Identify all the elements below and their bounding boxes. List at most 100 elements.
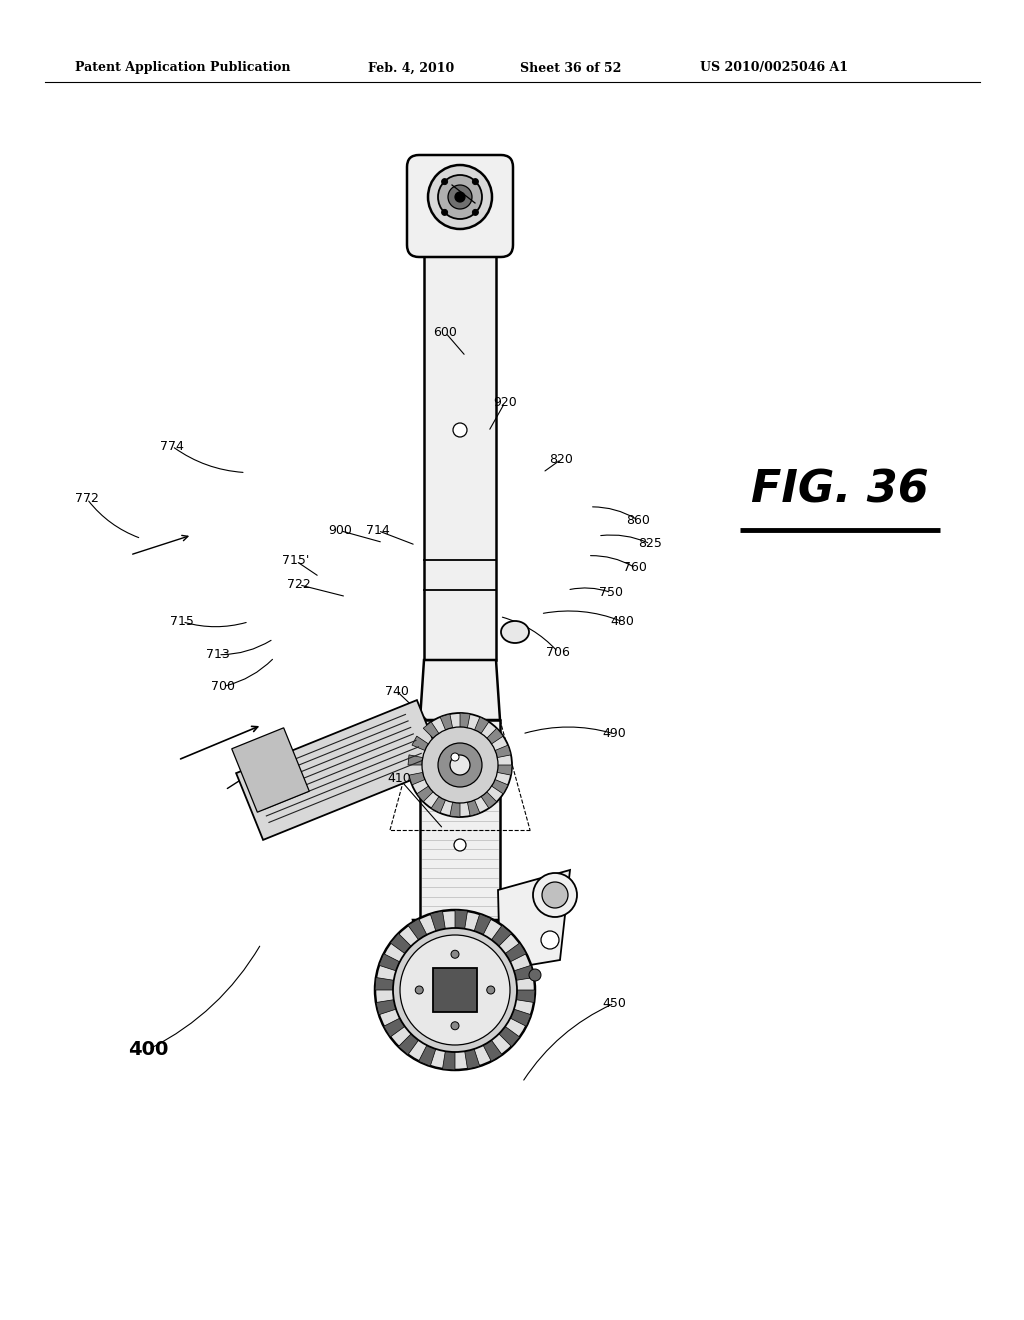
Text: 820: 820 <box>549 453 573 466</box>
Polygon shape <box>408 755 423 766</box>
Circle shape <box>441 178 447 185</box>
Text: 480: 480 <box>610 615 635 628</box>
Text: 715': 715' <box>283 554 309 568</box>
Polygon shape <box>376 999 396 1015</box>
Circle shape <box>451 950 459 958</box>
Text: 700: 700 <box>211 680 236 693</box>
Polygon shape <box>474 717 488 734</box>
Circle shape <box>428 165 492 228</box>
Polygon shape <box>375 978 394 990</box>
Polygon shape <box>440 714 453 730</box>
Text: US 2010/0025046 A1: US 2010/0025046 A1 <box>700 62 848 74</box>
Text: Patent Application Publication: Patent Application Publication <box>75 62 291 74</box>
Polygon shape <box>431 796 445 813</box>
Text: 920: 920 <box>493 396 517 409</box>
Text: 450: 450 <box>602 997 627 1010</box>
Text: 714: 714 <box>366 524 390 537</box>
Circle shape <box>542 882 568 908</box>
Circle shape <box>455 191 465 202</box>
Polygon shape <box>467 800 480 816</box>
FancyBboxPatch shape <box>433 968 477 1012</box>
Text: 715: 715 <box>170 615 195 628</box>
Polygon shape <box>398 1034 419 1055</box>
Circle shape <box>472 178 478 185</box>
Circle shape <box>450 755 470 775</box>
Circle shape <box>416 986 423 994</box>
Text: 772: 772 <box>75 492 99 506</box>
Circle shape <box>400 935 510 1045</box>
Text: 825: 825 <box>638 537 663 550</box>
Text: 750: 750 <box>599 586 624 599</box>
Polygon shape <box>483 1040 502 1061</box>
Circle shape <box>438 743 482 787</box>
Text: 600: 600 <box>433 326 458 339</box>
Polygon shape <box>450 803 460 817</box>
Polygon shape <box>492 925 512 946</box>
Circle shape <box>534 873 577 917</box>
Polygon shape <box>409 772 425 785</box>
Circle shape <box>541 931 559 949</box>
Polygon shape <box>514 965 534 981</box>
Text: 400: 400 <box>128 1040 169 1059</box>
Polygon shape <box>492 780 508 793</box>
Text: 706: 706 <box>546 645 570 659</box>
Text: 410: 410 <box>387 772 412 785</box>
Text: 900: 900 <box>328 524 352 537</box>
Text: 860: 860 <box>626 513 650 527</box>
Polygon shape <box>516 990 535 1002</box>
Circle shape <box>422 727 498 803</box>
Circle shape <box>438 176 482 219</box>
Circle shape <box>393 928 517 1052</box>
Polygon shape <box>505 942 526 962</box>
Polygon shape <box>486 729 503 744</box>
Polygon shape <box>465 1049 479 1069</box>
Text: 713: 713 <box>206 648 230 661</box>
Text: Sheet 36 of 52: Sheet 36 of 52 <box>520 62 622 74</box>
Text: 774: 774 <box>160 440 184 453</box>
Bar <box>237 700 443 840</box>
Polygon shape <box>455 909 468 929</box>
Polygon shape <box>460 713 470 727</box>
Circle shape <box>472 210 478 215</box>
Polygon shape <box>474 913 492 935</box>
Polygon shape <box>481 792 497 808</box>
Polygon shape <box>384 1018 404 1038</box>
Circle shape <box>453 422 467 437</box>
Circle shape <box>451 1022 459 1030</box>
Polygon shape <box>390 933 412 953</box>
Polygon shape <box>498 870 570 970</box>
Text: Feb. 4, 2010: Feb. 4, 2010 <box>368 62 455 74</box>
Polygon shape <box>412 737 428 751</box>
Bar <box>420 719 500 950</box>
Polygon shape <box>419 1045 436 1067</box>
Text: 490: 490 <box>602 727 627 741</box>
Circle shape <box>451 752 459 762</box>
Polygon shape <box>498 766 512 775</box>
Polygon shape <box>499 1027 520 1047</box>
Polygon shape <box>430 911 445 931</box>
Polygon shape <box>413 920 500 950</box>
Text: 760: 760 <box>623 561 647 574</box>
Polygon shape <box>510 1010 531 1027</box>
Polygon shape <box>423 722 439 738</box>
Circle shape <box>529 969 541 981</box>
Bar <box>231 727 309 812</box>
Polygon shape <box>442 1051 455 1071</box>
Circle shape <box>486 986 495 994</box>
Polygon shape <box>379 953 399 970</box>
Circle shape <box>375 909 535 1071</box>
Polygon shape <box>420 660 500 719</box>
FancyBboxPatch shape <box>407 154 513 257</box>
Text: FIG. 36: FIG. 36 <box>752 469 929 511</box>
Text: 740: 740 <box>385 685 410 698</box>
Polygon shape <box>496 744 511 758</box>
Ellipse shape <box>501 620 529 643</box>
Bar <box>424 224 496 660</box>
Circle shape <box>408 713 512 817</box>
Polygon shape <box>417 787 433 801</box>
Circle shape <box>441 210 447 215</box>
Circle shape <box>449 185 472 209</box>
Polygon shape <box>408 919 427 940</box>
Text: 722: 722 <box>287 578 311 591</box>
Circle shape <box>454 840 466 851</box>
